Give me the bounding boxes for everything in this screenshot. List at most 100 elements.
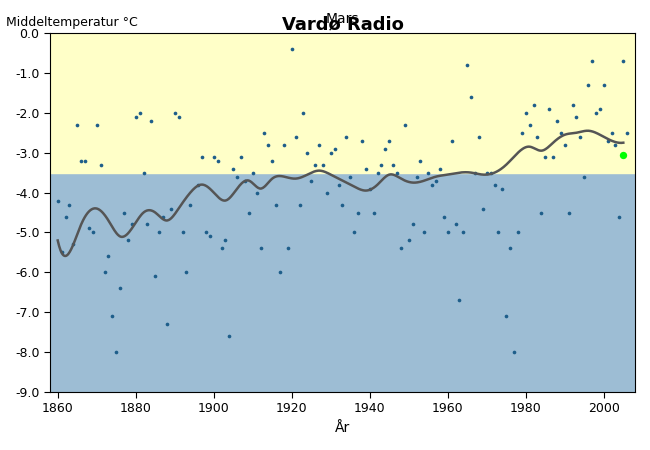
Point bbox=[411, 173, 422, 180]
Point bbox=[205, 233, 215, 240]
Point bbox=[326, 149, 336, 156]
Point bbox=[68, 241, 79, 248]
Point bbox=[575, 133, 586, 140]
Point bbox=[248, 169, 258, 176]
Point bbox=[482, 169, 492, 176]
Point bbox=[509, 349, 519, 356]
Point bbox=[337, 201, 348, 208]
Point bbox=[189, 396, 200, 404]
Point bbox=[162, 320, 172, 328]
Point bbox=[548, 153, 558, 160]
Point bbox=[111, 349, 122, 356]
Point bbox=[57, 249, 67, 256]
Point bbox=[587, 57, 597, 64]
Point bbox=[528, 101, 539, 108]
Point bbox=[330, 145, 340, 152]
Point bbox=[380, 145, 391, 152]
Point bbox=[333, 181, 344, 188]
Point bbox=[521, 109, 531, 117]
Point bbox=[560, 141, 570, 149]
Point bbox=[443, 229, 453, 236]
Point bbox=[517, 129, 527, 136]
Point bbox=[135, 109, 145, 117]
Point bbox=[486, 169, 496, 176]
Point bbox=[552, 117, 562, 124]
Point bbox=[263, 141, 274, 149]
Point bbox=[365, 185, 375, 192]
Point bbox=[131, 113, 141, 120]
Point bbox=[513, 229, 523, 236]
Point bbox=[228, 165, 239, 172]
Point bbox=[583, 81, 593, 89]
Point bbox=[384, 137, 395, 144]
Point bbox=[298, 109, 309, 117]
Point bbox=[267, 157, 278, 164]
Point bbox=[388, 161, 398, 168]
Point bbox=[220, 237, 231, 244]
Point bbox=[622, 129, 632, 136]
Point bbox=[138, 169, 149, 176]
Point bbox=[544, 105, 554, 112]
Point bbox=[450, 221, 461, 228]
Point bbox=[478, 205, 488, 212]
Point bbox=[447, 137, 457, 144]
Text: Mars: Mars bbox=[326, 12, 359, 26]
Point bbox=[606, 129, 617, 136]
Point bbox=[462, 61, 473, 68]
Point bbox=[357, 137, 367, 144]
Point bbox=[255, 245, 266, 252]
Point bbox=[185, 201, 196, 208]
Point bbox=[158, 213, 168, 220]
Point bbox=[123, 237, 133, 244]
Point bbox=[404, 237, 414, 244]
Point bbox=[435, 165, 445, 172]
Point bbox=[423, 169, 434, 176]
Point bbox=[224, 333, 235, 340]
Point bbox=[345, 173, 356, 180]
Point bbox=[415, 157, 426, 164]
Point bbox=[240, 177, 250, 184]
Point bbox=[497, 185, 508, 192]
Point bbox=[318, 161, 328, 168]
Point bbox=[201, 229, 211, 236]
Point bbox=[599, 81, 609, 89]
Point bbox=[252, 189, 262, 196]
Point bbox=[439, 213, 449, 220]
Point bbox=[454, 297, 465, 304]
Point bbox=[567, 101, 578, 108]
Point bbox=[259, 129, 270, 136]
Point bbox=[115, 285, 125, 292]
Point bbox=[275, 269, 285, 276]
Point bbox=[88, 229, 98, 236]
Point bbox=[166, 205, 176, 212]
Point bbox=[271, 201, 281, 208]
Point bbox=[540, 153, 551, 160]
Point bbox=[369, 209, 379, 216]
Point bbox=[92, 121, 102, 128]
Point bbox=[470, 169, 480, 176]
Point bbox=[532, 133, 543, 140]
Point bbox=[127, 221, 137, 228]
Point bbox=[213, 157, 223, 164]
Point bbox=[283, 245, 293, 252]
Point bbox=[142, 221, 153, 228]
Point bbox=[119, 209, 129, 216]
Point bbox=[610, 141, 621, 149]
Point bbox=[474, 133, 484, 140]
Point bbox=[322, 189, 332, 196]
Point bbox=[505, 245, 515, 252]
Title: Vardø Radio: Vardø Radio bbox=[281, 15, 404, 33]
Point bbox=[489, 181, 500, 188]
Point bbox=[618, 151, 629, 158]
Point bbox=[279, 141, 289, 149]
Point bbox=[181, 269, 192, 276]
Point bbox=[80, 157, 90, 164]
Point bbox=[60, 213, 71, 220]
Point bbox=[614, 213, 625, 220]
Point bbox=[372, 169, 383, 176]
Point bbox=[431, 177, 441, 184]
Point bbox=[53, 197, 63, 204]
Point bbox=[571, 113, 582, 120]
Point bbox=[193, 181, 203, 188]
Point bbox=[400, 121, 410, 128]
